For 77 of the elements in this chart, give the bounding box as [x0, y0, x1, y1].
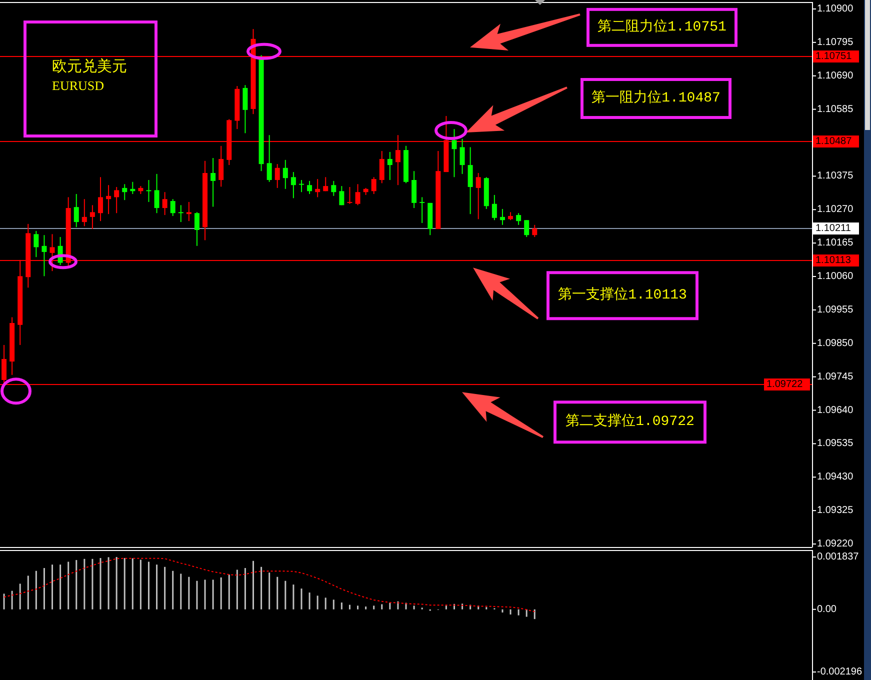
- annotation: 第一阻力位1.10487: [592, 90, 720, 106]
- candlestick: [323, 176, 328, 192]
- y-tick-label: 0.00: [817, 604, 837, 615]
- candlestick: [452, 128, 457, 178]
- ref-line-label: 1.10113: [816, 255, 852, 266]
- candlestick: [412, 170, 417, 209]
- annotation: 第二阻力位1.10751: [598, 18, 726, 36]
- y-tick-label: -0.002196: [817, 666, 862, 678]
- candlestick: [82, 198, 87, 227]
- candlestick: [74, 194, 79, 228]
- candlestick: [290, 172, 296, 199]
- candlestick: [186, 201, 192, 222]
- ref-line-label: 1.10211: [816, 223, 852, 234]
- candlestick: [379, 150, 384, 184]
- ref-line-label: 1.10751: [816, 51, 852, 62]
- y-tick-label: 1.10165: [817, 238, 854, 249]
- candlestick: [298, 179, 304, 193]
- y-tick-label: 1.10690: [817, 70, 854, 82]
- candlestick: [516, 212, 522, 226]
- y-tick-label: 1.10270: [817, 204, 854, 216]
- y-tick-label: 1.09430: [817, 472, 854, 483]
- y-tick-label: 1.09745: [817, 371, 854, 382]
- candlestick: [468, 146, 473, 215]
- candlestick: [106, 184, 112, 215]
- candlestick: [266, 134, 272, 182]
- candlestick: [476, 172, 481, 220]
- candlestick: [524, 220, 530, 238]
- candlestick: [210, 158, 216, 208]
- candlestick: [532, 224, 538, 238]
- candlestick: [242, 84, 248, 134]
- ref-line-label: 1.10487: [816, 136, 852, 147]
- candlestick: [194, 212, 200, 246]
- y-tick-label: 1.09640: [817, 404, 854, 416]
- y-tick-label: 1.10060: [817, 270, 854, 282]
- text: 欧元兑美元: [52, 57, 127, 75]
- candlestick: [274, 164, 280, 188]
- candlestick: [146, 179, 152, 202]
- candlestick: [315, 178, 320, 198]
- candlestick: [178, 204, 184, 223]
- y-tick-label: 1.10795: [817, 36, 854, 48]
- y-tick-label: 1.09850: [817, 338, 854, 349]
- candlestick: [114, 186, 120, 214]
- y-tick-label: 1.10585: [817, 104, 854, 115]
- candlestick: [2, 344, 7, 385]
- text: EURUSD: [52, 78, 104, 93]
- candlestick: [90, 204, 95, 230]
- candlestick: [371, 176, 376, 195]
- candlestick: [307, 180, 312, 195]
- candlestick: [162, 192, 168, 216]
- candlestick: [331, 180, 336, 196]
- annotation: 第二支撑位1.09722: [566, 413, 694, 430]
- candlestick: [282, 159, 288, 190]
- candlestick: [355, 184, 360, 206]
- candlestick: [347, 186, 352, 204]
- candlestick: [339, 186, 344, 206]
- candlestick: [387, 151, 392, 180]
- y-tick-label: 1.10900: [817, 3, 854, 14]
- candlestick: [420, 196, 425, 224]
- candlestick: [122, 184, 128, 201]
- y-tick-label: 1.09220: [817, 538, 854, 550]
- ref-line-label: 1.09722: [766, 379, 804, 390]
- candlestick: [42, 234, 47, 277]
- candlestick: [492, 194, 497, 221]
- y-tick-label: 1.09955: [817, 304, 854, 316]
- candlestick: [98, 176, 103, 222]
- candlestick: [34, 230, 39, 258]
- candlestick: [500, 208, 505, 226]
- y-tick-label: 1.09535: [817, 438, 854, 450]
- candlestick: [218, 145, 224, 188]
- line-series: [4, 558, 536, 612]
- y-tick-label: 1.10375: [817, 170, 854, 182]
- annotation: 第一支撑位1.10113: [558, 286, 687, 304]
- candlestick: [154, 173, 160, 214]
- y-tick-label: 0.001837: [817, 551, 860, 562]
- candlestick: [170, 198, 176, 216]
- candlestick: [460, 138, 465, 174]
- y-tick-label: 1.09325: [817, 505, 854, 516]
